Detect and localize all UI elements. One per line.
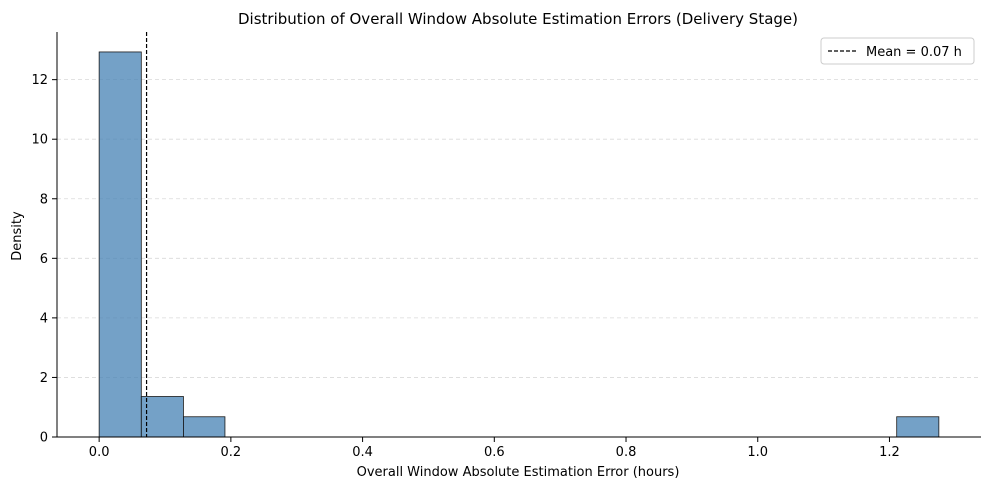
y-axis-label: Density <box>10 211 25 261</box>
x-axis-label: Overall Window Absolute Estimation Error… <box>357 465 680 480</box>
y-tick-label: 0 <box>40 431 48 446</box>
x-ticks: 0.0 0.2 0.4 0.6 0.8 1.0 1.2 <box>89 437 900 460</box>
x-tick-label: 0.8 <box>616 445 637 460</box>
legend-box <box>820 37 975 65</box>
chart-title: Distribution of Overall Window Absolute … <box>238 10 798 28</box>
y-tick-label: 10 <box>31 133 48 148</box>
x-tick-label: 0.4 <box>352 445 373 460</box>
y-tick-label: 8 <box>40 192 48 207</box>
y-ticks: 0 2 4 6 8 10 12 <box>31 73 57 446</box>
y-tick-label: 6 <box>40 252 48 267</box>
x-tick-label: 0.2 <box>221 445 242 460</box>
legend-mean-label: Mean = 0.07 h <box>866 45 962 60</box>
histogram-bar <box>98 51 142 438</box>
x-tick-label: 0.0 <box>89 445 110 460</box>
x-tick-label: 1.0 <box>747 445 768 460</box>
histogram-bar <box>140 396 184 438</box>
legend: Mean = 0.07 h <box>820 37 975 65</box>
axes <box>56 32 981 438</box>
x-tick-label: 0.6 <box>484 445 505 460</box>
histogram-bars <box>98 51 940 438</box>
histogram-bar <box>183 416 226 438</box>
histogram-bar <box>896 416 940 438</box>
x-tick-label: 1.2 <box>879 445 900 460</box>
y-grid <box>57 79 981 378</box>
y-tick-label: 2 <box>40 371 48 386</box>
y-tick-label: 12 <box>31 73 48 88</box>
y-tick-label: 4 <box>40 311 48 326</box>
